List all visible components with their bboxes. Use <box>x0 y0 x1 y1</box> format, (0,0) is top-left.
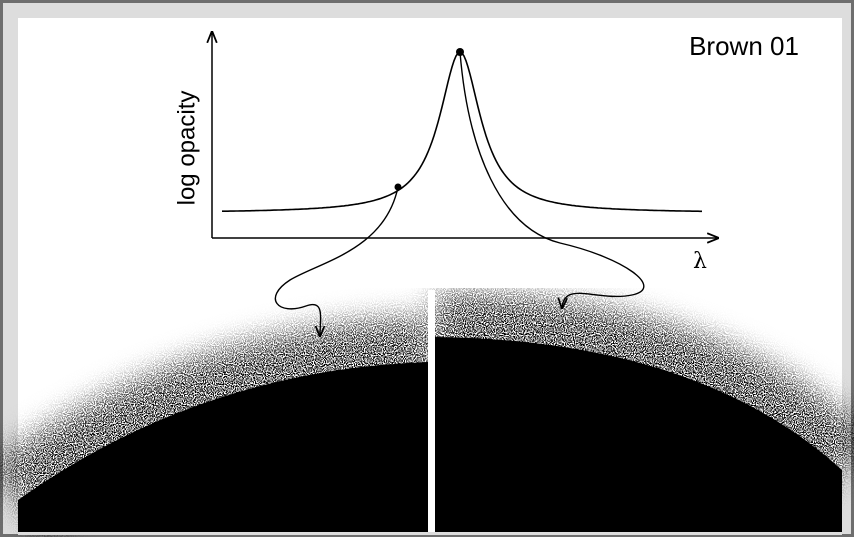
split-gap <box>428 290 435 535</box>
page: Brown 01 log opacity λ (() => { const da… <box>0 0 854 537</box>
y-axis-label: log opacity <box>173 91 200 206</box>
figure: Brown 01 log opacity λ <box>0 0 854 537</box>
frame-bottom <box>18 532 842 535</box>
x-axis-label: λ <box>693 249 707 274</box>
figure-label: Brown 01 <box>689 31 799 61</box>
